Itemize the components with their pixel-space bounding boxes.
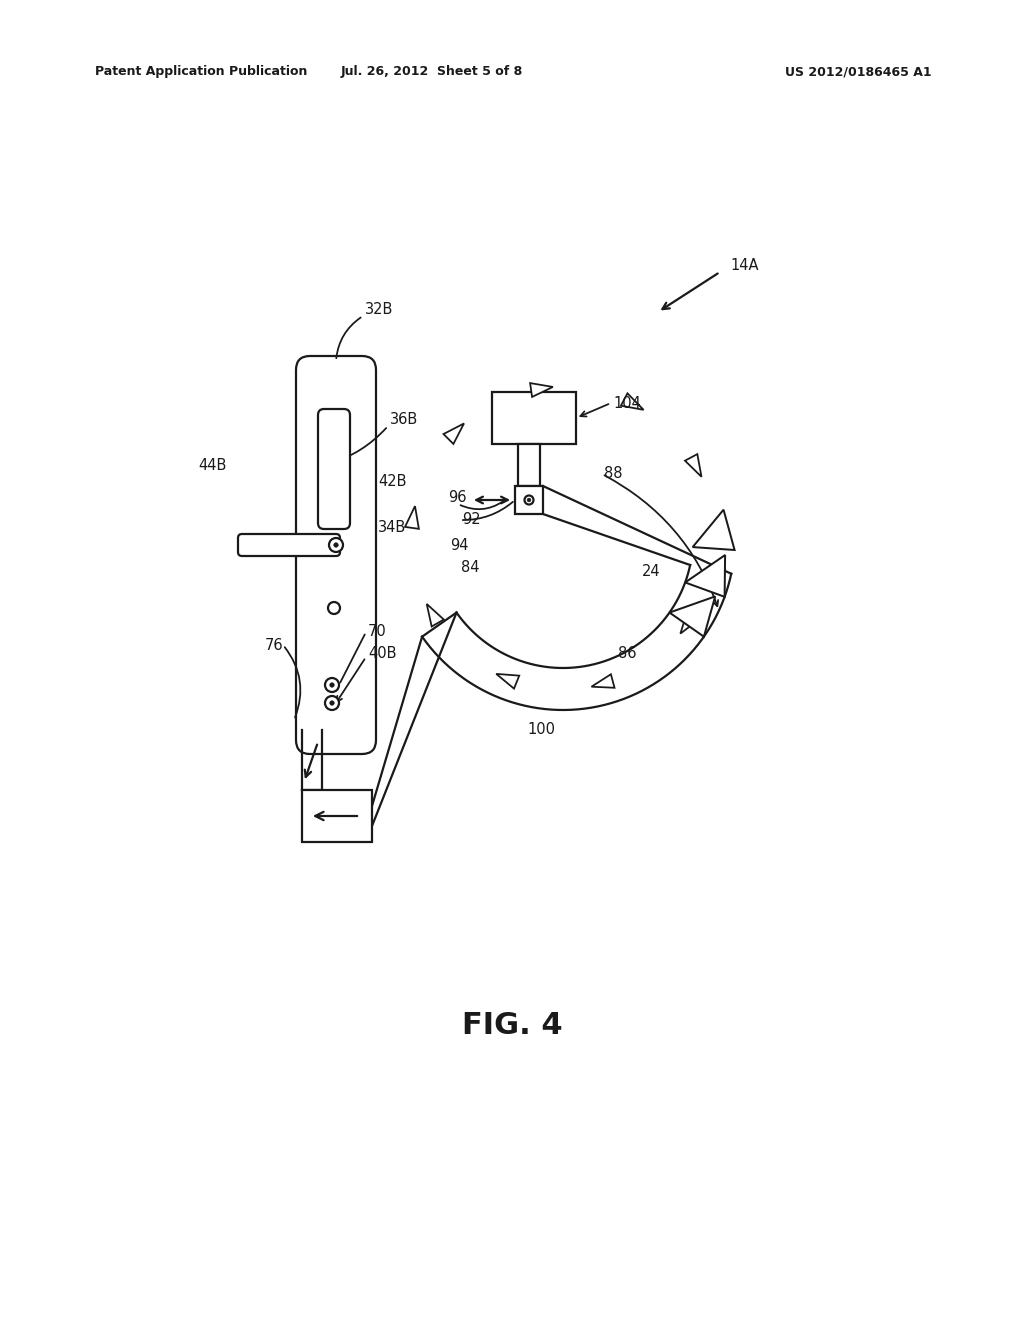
Polygon shape <box>685 454 701 477</box>
Text: Patent Application Publication: Patent Application Publication <box>95 66 307 78</box>
Text: 92: 92 <box>462 512 480 528</box>
FancyBboxPatch shape <box>318 409 350 529</box>
Bar <box>515 486 543 513</box>
Circle shape <box>334 543 338 548</box>
Polygon shape <box>680 611 698 634</box>
Text: 36B: 36B <box>390 412 418 428</box>
Bar <box>492 392 575 444</box>
Text: 100: 100 <box>527 722 555 738</box>
Text: 14A: 14A <box>730 257 759 272</box>
Polygon shape <box>443 424 464 444</box>
Text: 84: 84 <box>461 561 479 576</box>
Text: 42B: 42B <box>378 474 407 490</box>
Circle shape <box>328 602 340 614</box>
FancyBboxPatch shape <box>238 535 340 556</box>
Circle shape <box>330 682 334 688</box>
Bar <box>302 789 372 842</box>
Text: FIG. 4: FIG. 4 <box>462 1011 562 1040</box>
Polygon shape <box>621 393 644 409</box>
Polygon shape <box>497 675 519 689</box>
Polygon shape <box>670 597 715 636</box>
Text: US 2012/0186465 A1: US 2012/0186465 A1 <box>785 66 932 78</box>
Circle shape <box>330 701 334 705</box>
Circle shape <box>325 678 339 692</box>
Text: 34B: 34B <box>378 520 407 536</box>
Text: Jul. 26, 2012  Sheet 5 of 8: Jul. 26, 2012 Sheet 5 of 8 <box>341 66 523 78</box>
Bar <box>518 444 540 486</box>
Text: 86: 86 <box>618 645 637 660</box>
Circle shape <box>325 696 339 710</box>
Polygon shape <box>592 675 614 688</box>
Text: 94: 94 <box>450 537 469 553</box>
FancyBboxPatch shape <box>296 356 376 754</box>
Circle shape <box>527 498 530 502</box>
Circle shape <box>524 495 534 504</box>
Polygon shape <box>427 605 443 627</box>
Text: 104: 104 <box>613 396 641 411</box>
Circle shape <box>329 539 343 552</box>
Text: 88: 88 <box>604 466 623 482</box>
Polygon shape <box>685 554 725 597</box>
Polygon shape <box>406 506 419 529</box>
Text: 76: 76 <box>265 638 284 652</box>
Text: 32B: 32B <box>365 302 393 318</box>
Text: 96: 96 <box>449 491 467 506</box>
Text: 70: 70 <box>368 624 387 639</box>
Text: 44B: 44B <box>198 458 226 473</box>
Polygon shape <box>530 383 553 397</box>
Polygon shape <box>692 510 734 550</box>
Text: 24: 24 <box>642 565 660 579</box>
Text: 40B: 40B <box>368 645 396 660</box>
